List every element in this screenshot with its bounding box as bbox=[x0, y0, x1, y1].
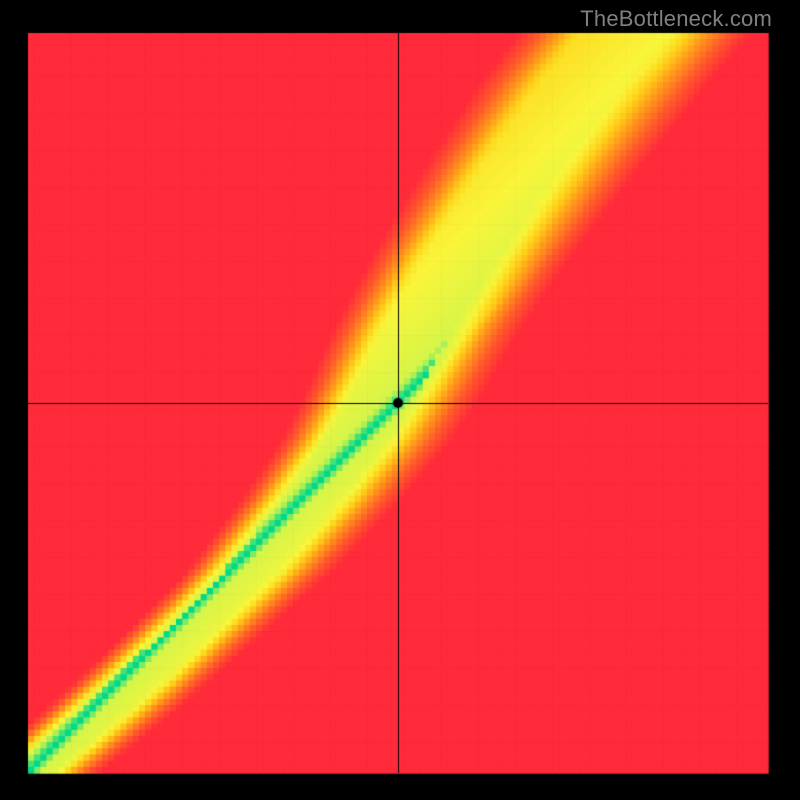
watermark-label: TheBottleneck.com bbox=[580, 6, 772, 32]
bottleneck-heatmap bbox=[0, 0, 800, 800]
chart-container: TheBottleneck.com bbox=[0, 0, 800, 800]
